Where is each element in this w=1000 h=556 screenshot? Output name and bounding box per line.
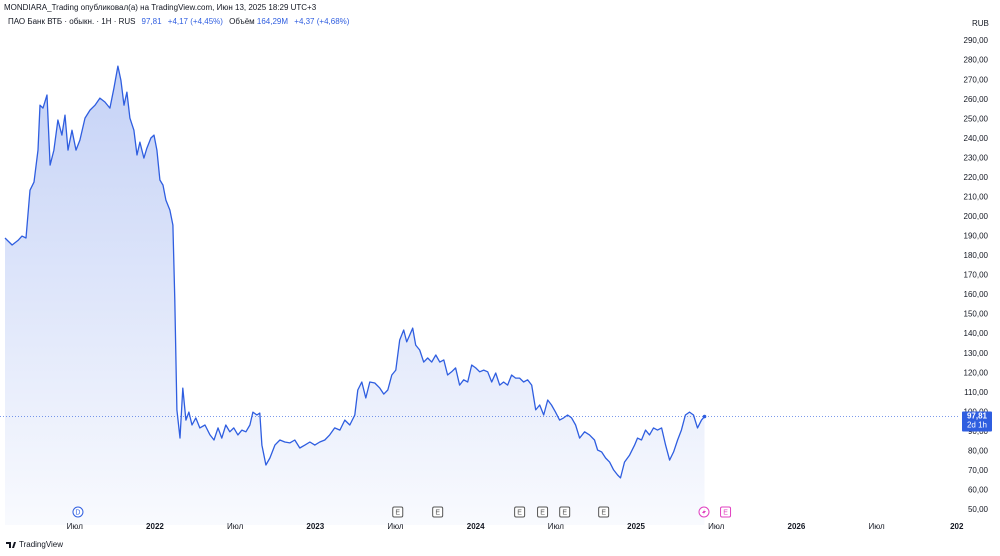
- x-tick-label: 202: [950, 522, 964, 531]
- header: MONDIARA_Trading опубликовал(а) на Tradi…: [4, 3, 317, 12]
- axes: 50,0060,0070,0080,0090,00100,00110,00120…: [67, 36, 992, 531]
- event-label: E: [723, 509, 728, 516]
- y-tick-label: 190,00: [964, 232, 989, 241]
- y-tick-label: 150,00: [964, 310, 989, 319]
- y-tick-label: 160,00: [964, 290, 989, 299]
- y-tick-label: 290,00: [964, 36, 989, 45]
- y-tick-label: 180,00: [964, 251, 989, 260]
- y-tick-label: 70,00: [968, 466, 989, 475]
- event-label: D: [75, 509, 80, 516]
- legend-volume-change: +4,37 (+4,68%): [294, 17, 349, 26]
- y-tick-label: 200,00: [964, 212, 989, 221]
- y-tick-label: 220,00: [964, 173, 989, 182]
- x-tick-label: 2024: [467, 522, 485, 531]
- y-tick-label: 60,00: [968, 486, 989, 495]
- x-tick-label: 2023: [306, 522, 324, 531]
- last-point: [702, 414, 707, 419]
- legend-change: +4,17 (+4,45%): [168, 17, 223, 26]
- y-tick-label: 110,00: [964, 388, 988, 397]
- event-marker: [559, 506, 571, 518]
- legend-volume: 164,29M: [257, 17, 288, 26]
- event-label: E: [395, 509, 400, 516]
- event-marker: [514, 506, 526, 518]
- y-tick-label: 240,00: [964, 134, 989, 143]
- event-marker: [432, 506, 444, 518]
- event-label: E: [517, 509, 522, 516]
- legend-values: 97,81 +4,17 (+4,45%) Объём 164,29M +4,37…: [142, 17, 350, 26]
- y-tick-label: 170,00: [964, 271, 989, 280]
- y-tick-label: 260,00: [964, 95, 989, 104]
- last-price-box: [962, 411, 992, 432]
- event-marker: [392, 506, 404, 518]
- y-tick-label: 270,00: [964, 75, 989, 84]
- event-label: E: [601, 509, 606, 516]
- x-tick-label: Июл: [548, 522, 565, 531]
- y-tick-label: 280,00: [964, 56, 989, 65]
- logo: TradingView: [6, 540, 63, 549]
- event-marker: [720, 506, 732, 518]
- x-tick-label: Июл: [387, 522, 404, 531]
- plot: [0, 65, 960, 525]
- y-tick-label: 250,00: [964, 114, 989, 123]
- currency: RUB: [972, 19, 989, 28]
- event-marker: [537, 506, 549, 518]
- legend-last: 97,81: [142, 17, 163, 26]
- last-price-label: 97,81: [967, 412, 988, 421]
- y-tick-label: 230,00: [964, 153, 989, 162]
- y-tick-label: 130,00: [964, 349, 989, 358]
- y-tick-label: 120,00: [964, 368, 989, 377]
- x-tick-label: Июл: [227, 522, 244, 531]
- x-tick-label: 2026: [788, 522, 806, 531]
- event-marker: [72, 506, 84, 518]
- event-label: E: [540, 509, 545, 516]
- y-tick-label: 140,00: [964, 329, 989, 338]
- legend-volume-label: Объём: [229, 17, 255, 26]
- countdown: 2d 1h: [967, 421, 987, 430]
- legend-symbol: ПАО Банк ВТБ · обыкн. · 1H · RUS: [8, 17, 136, 26]
- x-tick-label: Июл: [708, 522, 725, 531]
- dividend-icon: [698, 506, 710, 518]
- area-fill: [5, 66, 705, 525]
- footer: TradingView: [19, 540, 63, 549]
- event-label: E: [435, 509, 440, 516]
- y-tick-label: 210,00: [964, 192, 989, 201]
- event-marker: [598, 506, 610, 518]
- x-tick-label: Июл: [868, 522, 885, 531]
- y-tick-label: 80,00: [968, 446, 989, 455]
- y-tick-label: 50,00: [968, 505, 989, 514]
- event-label: E: [562, 509, 567, 516]
- x-tick-label: 2022: [146, 522, 164, 531]
- x-tick-label: Июл: [67, 522, 84, 531]
- x-tick-label: 2025: [627, 522, 645, 531]
- price-line: [4, 65, 705, 479]
